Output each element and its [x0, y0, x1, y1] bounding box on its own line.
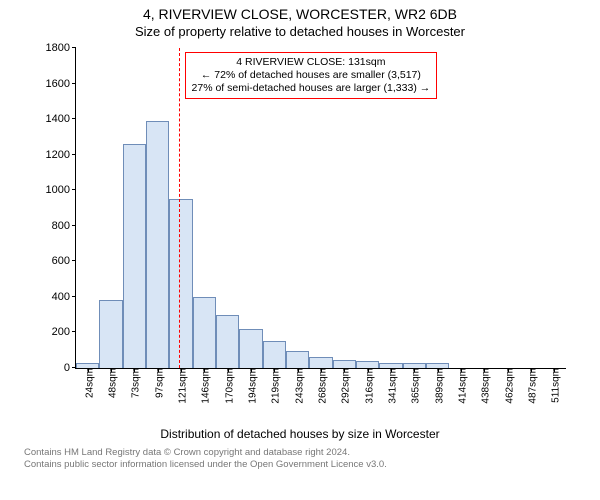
annot-line: ← 72% of detached houses are smaller (3,… — [192, 69, 431, 82]
histogram-bar — [356, 361, 379, 368]
annot-line: 4 RIVERVIEW CLOSE: 131sqm — [192, 56, 431, 69]
histogram-bar — [193, 297, 216, 368]
x-tick-mark — [484, 368, 485, 372]
annot-line: 27% of semi-detached houses are larger (… — [192, 82, 431, 95]
histogram-bar — [123, 144, 146, 368]
x-tick-mark — [438, 368, 439, 372]
x-tick-label: 194sqm — [244, 368, 259, 404]
x-tick-mark — [158, 368, 159, 372]
x-tick-label: 146sqm — [197, 368, 212, 404]
y-tick-mark — [72, 47, 76, 48]
chart-container: 4, RIVERVIEW CLOSE, WORCESTER, WR2 6DB S… — [0, 0, 600, 500]
x-tick-label: 389sqm — [430, 368, 445, 404]
x-tick-label: 219sqm — [267, 368, 282, 404]
histogram-bar — [309, 357, 332, 368]
x-tick-label: 487sqm — [524, 368, 539, 404]
x-tick-label: 365sqm — [407, 368, 422, 404]
y-tick-label: 0 — [64, 362, 76, 374]
x-tick-label: 341sqm — [384, 368, 399, 404]
y-tick-mark — [72, 367, 76, 368]
x-tick-label: 24sqm — [80, 368, 95, 398]
x-tick-mark — [88, 368, 89, 372]
x-tick-mark — [531, 368, 532, 372]
y-tick-mark — [72, 331, 76, 332]
x-tick-mark — [251, 368, 252, 372]
plot-area: 02004006008001000120014001600180024sqm48… — [75, 48, 566, 369]
y-tick-label: 200 — [52, 326, 76, 338]
histogram-bar — [169, 199, 192, 368]
histogram-bar — [239, 329, 262, 368]
y-tick-label: 400 — [52, 291, 76, 303]
histogram-bar — [146, 121, 169, 368]
page-title: 4, RIVERVIEW CLOSE, WORCESTER, WR2 6DB — [0, 0, 600, 22]
x-tick-mark — [414, 368, 415, 372]
x-tick-mark — [461, 368, 462, 372]
x-tick-label: 97sqm — [150, 368, 165, 398]
y-tick-mark — [72, 189, 76, 190]
x-tick-label: 316sqm — [360, 368, 375, 404]
x-tick-label: 462sqm — [500, 368, 515, 404]
x-tick-mark — [321, 368, 322, 372]
y-tick-mark — [72, 83, 76, 84]
x-tick-label: 243sqm — [290, 368, 305, 404]
x-tick-mark — [344, 368, 345, 372]
x-tick-label: 48sqm — [104, 368, 119, 398]
x-tick-mark — [204, 368, 205, 372]
reference-line — [179, 48, 180, 368]
x-tick-label: 414sqm — [454, 368, 469, 404]
x-tick-label: 121sqm — [174, 368, 189, 404]
x-tick-mark — [508, 368, 509, 372]
x-tick-mark — [554, 368, 555, 372]
histogram-bar — [286, 351, 309, 368]
y-tick-label: 1600 — [46, 78, 76, 90]
x-tick-mark — [298, 368, 299, 372]
x-tick-label: 73sqm — [127, 368, 142, 398]
footer-line-1: Contains HM Land Registry data © Crown c… — [0, 447, 600, 459]
annotation-box: 4 RIVERVIEW CLOSE: 131sqm← 72% of detach… — [185, 52, 438, 99]
footer-line-2: Contains public sector information licen… — [0, 459, 600, 471]
x-tick-mark — [181, 368, 182, 372]
y-tick-mark — [72, 296, 76, 297]
y-tick-mark — [72, 225, 76, 226]
page-subtitle: Size of property relative to detached ho… — [0, 22, 600, 43]
x-tick-label: 268sqm — [314, 368, 329, 404]
y-tick-label: 800 — [52, 220, 76, 232]
y-tick-label: 1400 — [46, 113, 76, 125]
x-tick-label: 170sqm — [220, 368, 235, 404]
y-tick-label: 1800 — [46, 42, 76, 54]
y-tick-label: 1200 — [46, 149, 76, 161]
x-tick-mark — [391, 368, 392, 372]
y-tick-mark — [72, 260, 76, 261]
histogram-bar — [263, 341, 286, 368]
x-tick-mark — [111, 368, 112, 372]
x-tick-label: 292sqm — [337, 368, 352, 404]
x-tick-label: 511sqm — [547, 368, 562, 403]
x-tick-mark — [368, 368, 369, 372]
histogram-bar — [216, 315, 239, 368]
histogram-bar — [333, 360, 356, 368]
y-tick-label: 600 — [52, 255, 76, 267]
histogram-bar — [99, 300, 122, 368]
y-tick-mark — [72, 118, 76, 119]
y-tick-label: 1000 — [46, 184, 76, 196]
x-tick-mark — [274, 368, 275, 372]
x-axis-label: Distribution of detached houses by size … — [0, 427, 600, 441]
chart-outer: Number of detached properties 0200400600… — [20, 43, 580, 423]
x-tick-label: 438sqm — [477, 368, 492, 404]
x-tick-mark — [134, 368, 135, 372]
x-tick-mark — [228, 368, 229, 372]
y-tick-mark — [72, 154, 76, 155]
